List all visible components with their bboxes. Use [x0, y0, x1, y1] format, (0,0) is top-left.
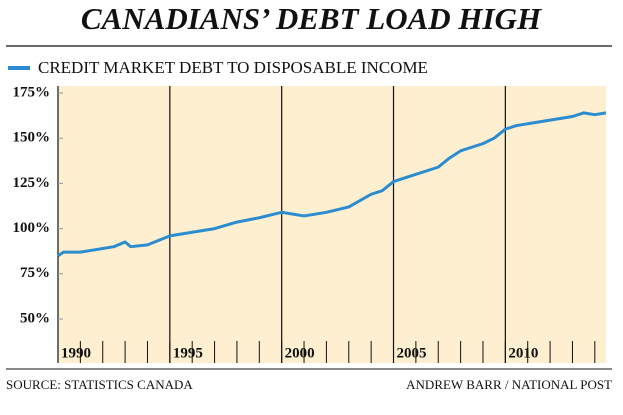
x-tick-label: 1995	[173, 345, 203, 361]
data-line	[57, 111, 607, 257]
x-tick-label: 2010	[508, 345, 538, 361]
y-tick-label: 175%	[13, 84, 51, 100]
x-tick-label: 2005	[397, 345, 427, 361]
y-tick-label: 75%	[20, 265, 50, 281]
y-tick-label: 100%	[13, 220, 51, 236]
y-tick-label: 125%	[13, 175, 51, 191]
y-tick-label: 50%	[20, 310, 50, 326]
x-tick-label: 1990	[61, 345, 91, 361]
credit: ANDREW BARR / NATIONAL POST	[406, 377, 612, 392]
x-tick-label: 2000	[285, 345, 315, 361]
y-tick-label: 150%	[13, 130, 51, 146]
source: SOURCE: STATISTICS CANADA	[6, 377, 193, 392]
chart-title: CANADIANS’ DEBT LOAD HIGH	[81, 1, 542, 36]
plot-background	[58, 86, 606, 363]
legend-label: CREDIT MARKET DEBT TO DISPOSABLE INCOME	[38, 58, 428, 77]
